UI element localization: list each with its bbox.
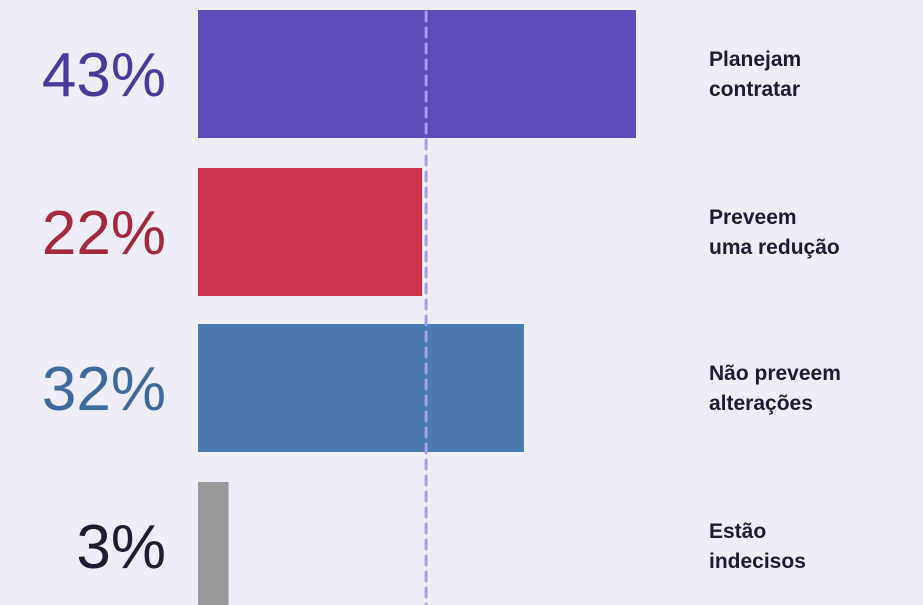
bar-1 [198, 10, 636, 138]
category-label-1: Planejam contratar [709, 48, 801, 101]
bar-3 [198, 324, 524, 452]
value-label-2: 22% [42, 199, 166, 268]
value-label-1: 43% [42, 41, 166, 110]
value-label-3: 32% [42, 355, 166, 424]
bar-2 [198, 168, 423, 296]
category-label-3: Não preveem alterações [709, 362, 841, 415]
category-label-4: Estão indecisos [709, 520, 806, 573]
category-label-2: Preveem uma redução [709, 206, 840, 259]
value-label-4: 3% [76, 513, 166, 582]
bar-4 [198, 482, 229, 605]
